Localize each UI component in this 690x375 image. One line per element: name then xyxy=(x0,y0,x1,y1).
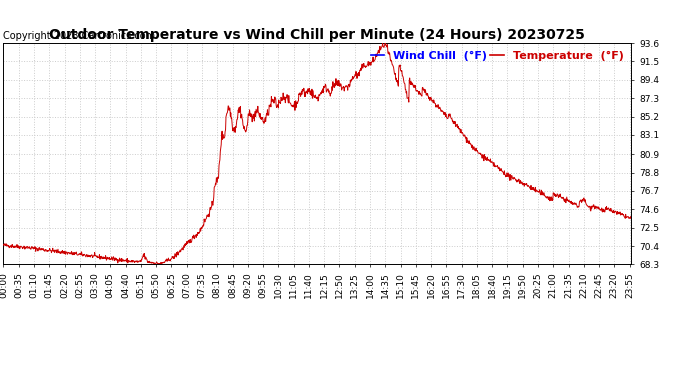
Title: Outdoor Temperature vs Wind Chill per Minute (24 Hours) 20230725: Outdoor Temperature vs Wind Chill per Mi… xyxy=(50,28,585,42)
Text: Copyright 2023 Cartronics.com: Copyright 2023 Cartronics.com xyxy=(3,31,155,41)
Legend: Wind Chill  (°F), Temperature  (°F): Wind Chill (°F), Temperature (°F) xyxy=(368,49,626,63)
